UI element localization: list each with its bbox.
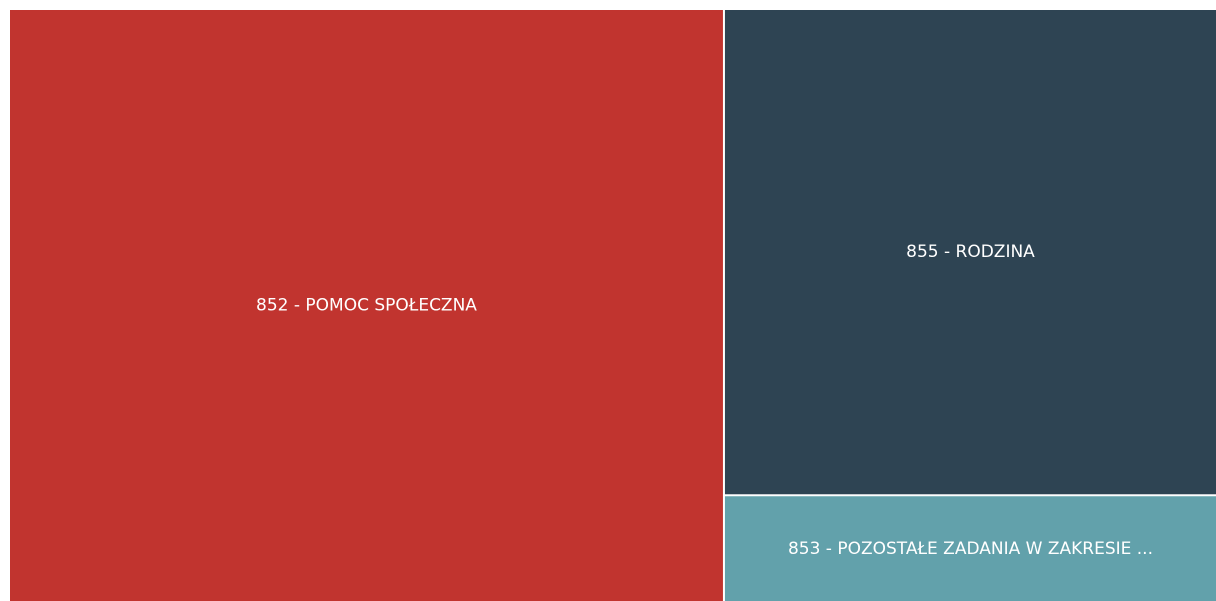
cell-label: 853 - POZOSTAŁE ZADANIA W ZAKRESIE ... — [788, 539, 1153, 559]
cell-label: 855 - RODZINA — [906, 242, 1035, 262]
treemap-cell — [724, 10, 1216, 495]
treemap-cell — [724, 496, 1216, 601]
cell-label: 852 - POMOC SPOŁECZNA — [256, 296, 477, 316]
treemap-cell — [10, 10, 723, 601]
